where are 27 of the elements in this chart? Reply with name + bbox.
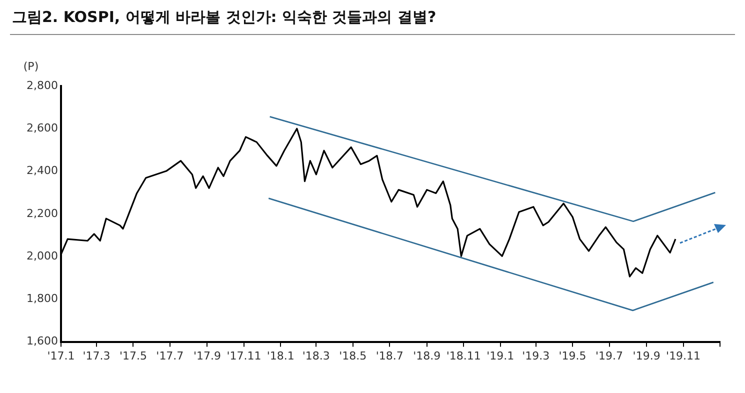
y-tick-label: 2,800 <box>26 78 58 92</box>
x-tick-label: '17.9 <box>193 349 222 362</box>
x-tick-label: '17.11 <box>226 349 262 362</box>
x-tick-label: '18.3 <box>302 349 330 362</box>
x-tick-label: '19.11 <box>666 349 701 362</box>
x-tick-label: '17.7 <box>156 349 184 362</box>
x-tick-label: '19.7 <box>596 349 624 362</box>
chart-title: 그림2. KOSPI, 어떻게 바라볼 것인가: 익숙한 것들과의 결별? <box>12 8 436 27</box>
x-tick-label: '18.1 <box>266 349 294 362</box>
y-tick-label: 2,600 <box>26 121 58 134</box>
y-tick-label: 2,200 <box>26 206 58 220</box>
y-tick-label: 2,000 <box>26 249 58 262</box>
y-tick-label: 2,400 <box>26 164 58 178</box>
x-tick-label: '17.3 <box>82 349 110 362</box>
x-tick-label: '19.5 <box>558 349 586 362</box>
x-tick-label: '19.9 <box>632 349 660 362</box>
x-tick-label: '18.5 <box>339 349 367 362</box>
x-tick-label: '17.5 <box>119 349 147 362</box>
x-tick-label: '18.9 <box>413 349 441 362</box>
x-tick-label: '18.7 <box>376 349 404 362</box>
x-tick-label: '19.1 <box>486 349 514 362</box>
x-tick-label: '19.3 <box>522 349 550 362</box>
x-tick-label: '18.11 <box>446 349 481 362</box>
x-tick-label: '17.1 <box>47 349 75 362</box>
y-tick-label: 1,800 <box>26 292 58 306</box>
y-axis-title: (P) <box>23 60 39 73</box>
y-tick-label: 1,600 <box>26 334 58 348</box>
